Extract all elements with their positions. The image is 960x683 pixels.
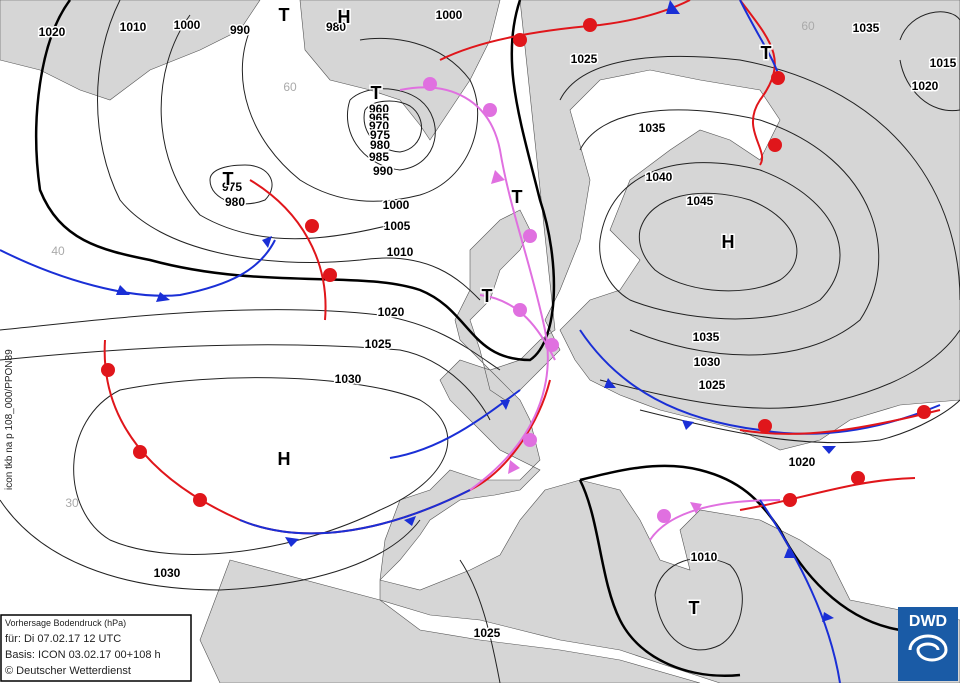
isobar-label: 1025 [474,626,501,640]
isobar-label: 1045 [687,194,714,208]
isobar-label: 980 [370,138,390,152]
isobar-label: 985 [369,150,389,164]
labels: 1020 1010 1000 990 9801000960965970975980985… [37,3,958,641]
logo: DWD [898,607,958,681]
isobar-label: 1030 [154,566,181,580]
isobar-label: 1020 [789,455,816,469]
isobar-label: 1020 [39,25,66,39]
isobar-label: 1010 [120,20,147,34]
pressure-center: T [689,598,700,618]
isobar-label: 975 [370,128,390,142]
info-frame [0,614,192,682]
isobar-label: 1005 [384,219,411,233]
isobar-label: 970 [369,119,389,133]
isobar-label: 990 [230,23,250,37]
isobar-label: 1000 [436,8,463,22]
info-box: Vorhersage Bodendruck (hPa) für: Di 07.0… [0,614,192,682]
isobar-label: 1035 [693,330,720,344]
pressure-center: H [722,232,735,252]
isobar-label: 1000 [174,18,201,32]
isobar-label: 1035 [639,121,666,135]
latitude-label: 60 [801,19,815,33]
isobar-label: 980 [326,20,346,34]
pressure-center: T [279,5,290,25]
isobar-label: 965 [369,111,389,125]
isobar-label: 1025 [571,52,598,66]
latitude-label: 60 [283,80,297,94]
isobar-label: 1020 [378,305,405,319]
pressure-center: H [338,7,351,27]
pressure-center: T [371,83,382,103]
isobar-label: 1035 [853,21,880,35]
pressure-center: T [223,169,234,189]
logo-swirl [908,634,948,662]
isobar-label: 1010 [691,550,718,564]
logo-text: DWD [909,613,947,630]
isobar-label: 1040 [646,170,673,184]
isobar-label: 975 [222,180,242,194]
latitude-label: 40 [51,244,65,258]
info-base: Basis: ICON 03.02.17 00+108 h [5,649,161,661]
isobar-label: 1010 [387,245,414,259]
isobar-label: 1015 [930,56,957,70]
info-copyright: © Deutscher Wetterdienst [5,665,131,677]
pressure-center: T [512,187,523,207]
isobar-label: 1025 [699,378,726,392]
isobar-label: 980 [225,195,245,209]
info-title: Vorhersage Bodendruck (hPa) [5,618,126,628]
isobar-label: 1025 [365,337,392,351]
isobar-label: 1030 [335,372,362,386]
side-text: icon tkb na p 108_000/PPON89 [4,349,15,490]
latitude-label: 30 [65,496,79,510]
isobar-label: 1000 [383,198,410,212]
isobar-label: 960 [369,102,389,116]
isobar-label: 990 [373,164,393,178]
isobar-label: 1020 [912,79,939,93]
pressure-center: T [761,43,772,63]
pressure-center: T [482,286,493,306]
isobar-label: 1030 [694,355,721,369]
pressure-center: H [278,449,291,469]
info-valid: für: Di 07.02.17 12 UTC [5,633,121,645]
